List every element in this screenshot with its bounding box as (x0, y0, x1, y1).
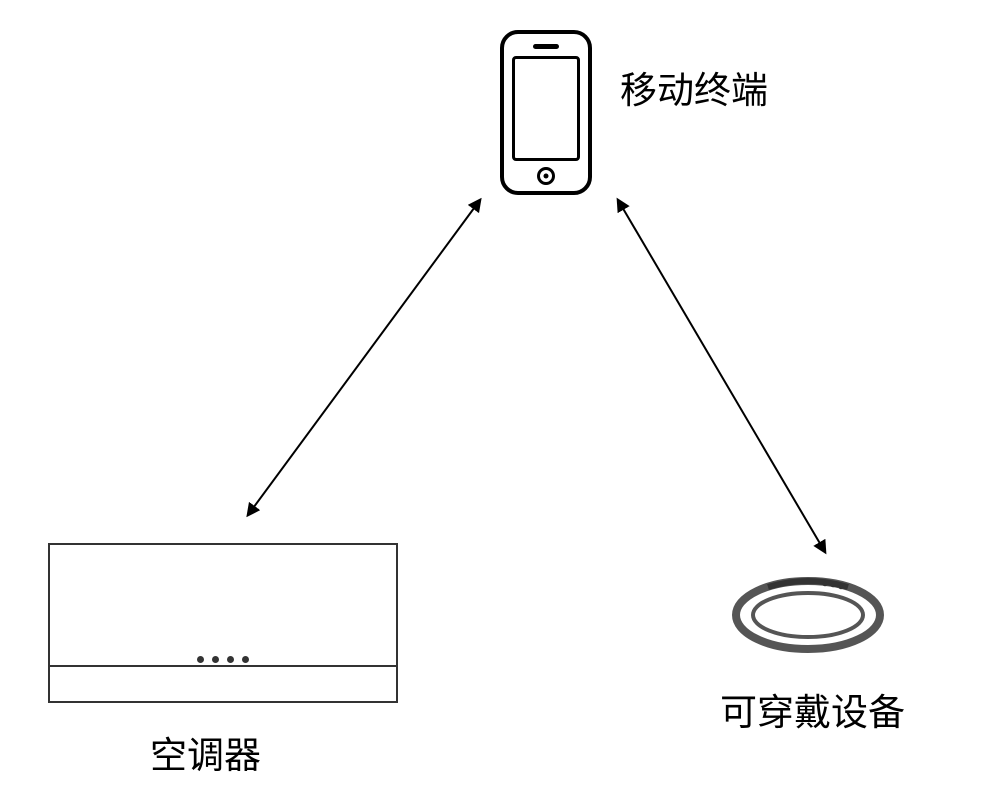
label-phone: 移动终端 (620, 60, 768, 114)
node-air-conditioner (48, 543, 398, 703)
phone-screen-icon (512, 56, 580, 161)
node-phone (500, 30, 592, 195)
phone-speaker-icon (533, 44, 559, 49)
phone-home-button-icon (537, 167, 555, 185)
ac-indicator-dots-icon (197, 656, 249, 663)
ac-divider-icon (50, 665, 396, 667)
wearable-band-icon (728, 573, 888, 658)
node-wearable (728, 573, 888, 658)
edge-phone-ac (248, 200, 480, 515)
edge-phone-wearable (618, 200, 825, 552)
label-air-conditioner: 空调器 (150, 725, 261, 779)
label-wearable: 可穿戴设备 (720, 682, 905, 736)
diagram-canvas: 移动终端 空调器 可穿戴设备 (0, 0, 1000, 801)
